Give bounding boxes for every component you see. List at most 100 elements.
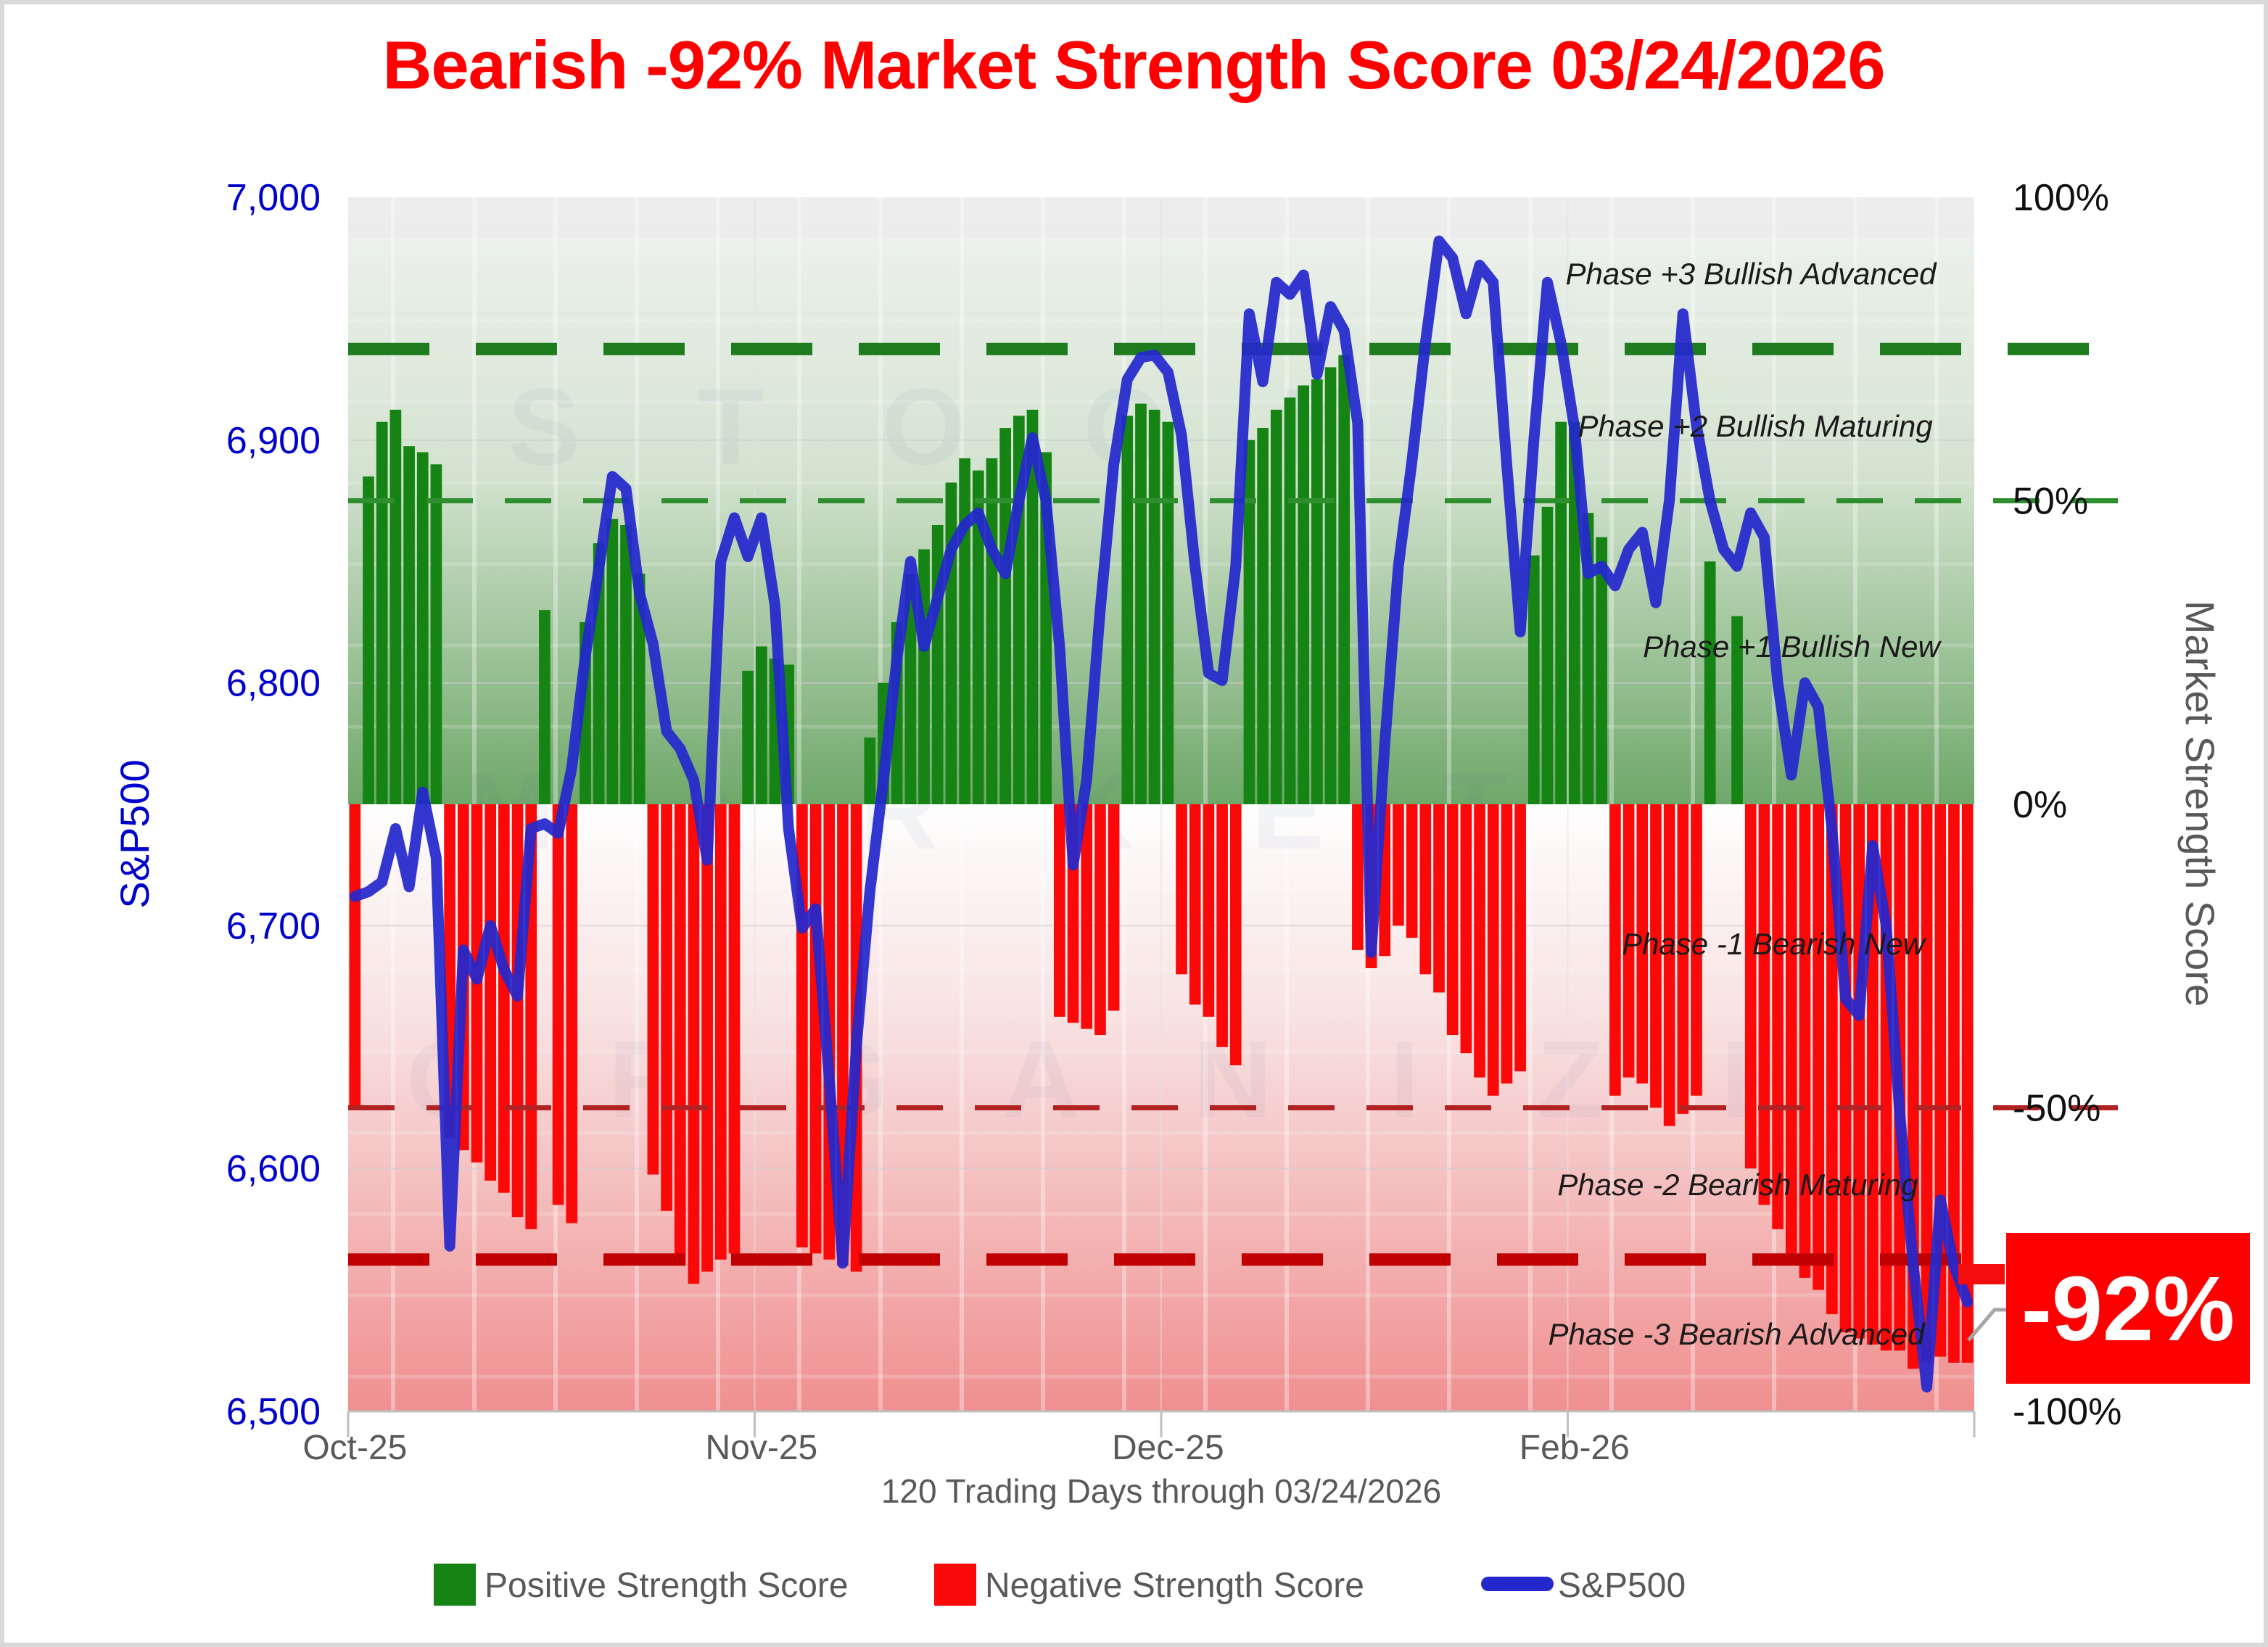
positive-strength-bar [904,573,917,804]
left-axis-title: S&P500 [112,759,157,909]
positive-strength-bar [1026,409,1039,804]
legend: Positive Strength Score Negative Strengt… [434,1564,1686,1606]
negative-strength-bar [1054,804,1065,1017]
negative-strength-bar [1948,804,1960,1363]
positive-strength-bar [1704,561,1716,804]
x-axis-title: 120 Trading Days through 03/24/2026 [881,1472,1441,1510]
right-axis-title: Market Strength Score [2177,600,2223,1007]
right-axis-tick: -50% [2013,1088,2100,1130]
phase-label-bullish-maturing: Phase +2 Bullish Maturing [1578,409,1932,443]
phase-labels: Phase +3 Bullish Advanced Phase +2 Bulli… [1548,257,1942,1351]
positive-strength-bar [606,519,619,804]
positive-strength-bar [756,646,767,804]
negative-strength-bar [1785,804,1797,1254]
positive-strength-bar [864,737,876,804]
positive-strength-bar [945,482,957,804]
x-tick-label: Oct-25 [302,1429,407,1467]
negative-strength-bar [1216,804,1228,1047]
positive-strength-bar [403,446,415,804]
negative-strength-bar [1352,804,1364,950]
sp500-series [349,235,1974,1392]
negative-strength-bar [809,804,822,1254]
phase-label-bullish-advanced: Phase +3 Bullish Advanced [1566,257,1938,291]
negative-strength-bar [1677,804,1689,1114]
right-axis-tick: -100% [2013,1391,2121,1433]
negative-strength-bar [1460,804,1472,1054]
x-tick-label: Dec-25 [1112,1429,1224,1467]
positive-strength-bar [389,409,402,804]
positive-strength-bar [1257,428,1269,804]
positive-strength-bar [742,670,754,804]
negative-strength-bar [1853,804,1865,1339]
legend-swatch-negative [934,1564,976,1606]
negative-strength-bar [1406,804,1418,938]
negative-strength-bar [1487,804,1499,1096]
positive-strength-bar [1121,416,1134,804]
positive-strength-bar [986,458,998,804]
negative-strength-bar [566,804,578,1223]
score-callout: -92% [1958,1233,2250,1384]
legend-label-sp500: S&P500 [1558,1566,1686,1605]
negative-strength-bar [1799,804,1811,1278]
negative-strength-bar [552,804,564,1205]
chart-title: Bearish -92% Market Strength Score 03/24… [382,27,1884,103]
phase-label-bearish-new: Phase -1 Bearish New [1622,927,1927,961]
negative-strength-bar [1772,804,1784,1229]
negative-strength-bar [1081,804,1093,1029]
left-axis-tick: 6,700 [226,905,321,947]
positive-strength-bar [959,458,970,804]
callout-box [2006,1233,2250,1384]
negative-strength-bar [714,804,727,1260]
positive-strength-bar [376,421,388,804]
negative-strength-bar [688,804,700,1284]
watermark-row: S T O C K [508,366,1401,487]
positive-strength-bar [999,428,1011,804]
negative-strength-bar [511,804,524,1218]
positive-strength-bar [1582,513,1594,804]
strength-score-bars [349,355,1974,1369]
positive-strength-bar [1270,409,1282,804]
negative-strength-bar [728,804,741,1254]
positive-strength-bar [1324,367,1337,804]
right-axis-tick: 0% [2013,784,2067,826]
legend-label-negative: Negative Strength Score [985,1566,1364,1605]
left-axis-tick: 7,000 [226,177,321,219]
callout-value: -92% [2021,1258,2235,1360]
negative-strength-bar [1813,804,1824,1290]
phase-label-bearish-maturing: Phase -2 Bearish Maturing [1557,1168,1918,1202]
right-axis-tick: 50% [2013,481,2088,523]
negative-strength-bar [1744,804,1757,1169]
positive-strength-bar [1135,403,1147,804]
x-tick-label: Feb-26 [1519,1429,1630,1467]
negative-strength-bar [1691,804,1702,1096]
negative-strength-bar [661,804,672,1211]
positive-strength-bar [1527,555,1540,804]
sp500-line [349,235,1974,1392]
positive-strength-bar [363,476,374,804]
x-tick-label: Nov-25 [705,1429,817,1467]
positive-strength-bar [972,470,984,804]
positive-strength-bar [539,610,550,804]
positive-strength-bar [1555,421,1567,804]
negative-strength-bar [484,804,497,1181]
negative-strength-bar [1108,804,1120,1011]
left-axis-tick-labels: 7,000 6,900 6,800 6,700 6,600 6,500 [226,177,321,1433]
negative-strength-bar [1609,804,1621,1096]
right-axis-tick: 100% [2013,177,2109,219]
positive-strength-bar [1338,355,1351,804]
right-axis-tick-labels: 100% 50% 0% -50% -100% [2013,177,2121,1433]
positive-strength-bar [416,452,429,804]
positive-strength-bar [620,524,632,804]
left-axis-tick: 6,900 [226,420,321,462]
positive-strength-bar [1298,385,1310,804]
negative-strength-bar [498,804,510,1193]
negative-strength-bar [349,804,361,1108]
negative-strength-bar [1393,804,1404,926]
legend-label-positive: Positive Strength Score [484,1566,849,1605]
positive-strength-bar [1243,439,1255,804]
negative-strength-bar [1094,804,1106,1036]
negative-strength-bar [647,804,659,1175]
negative-strength-bar [1622,804,1635,1078]
negative-strength-bar [1758,804,1770,1205]
